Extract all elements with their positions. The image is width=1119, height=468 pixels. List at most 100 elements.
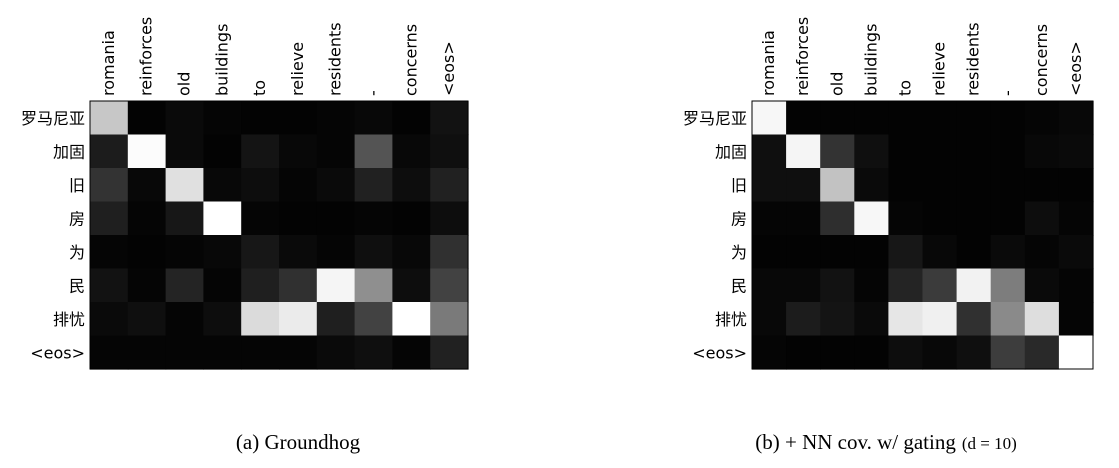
heatmap-cell-1-6 [316,134,356,169]
heatmap-cell-7-1 [786,335,821,370]
y-tick-label: 旧 [731,176,747,195]
heatmap-cell-2-4 [241,168,280,203]
heatmap-cell-5-1 [127,268,167,303]
heatmap-cell-0-0 [90,101,129,136]
x-tick-label: to [895,80,914,96]
heatmap-cell-4-2 [165,235,204,270]
heatmap-cell-5-5 [922,268,958,303]
heatmap-cell-5-7 [990,268,1026,303]
heatmap-cell-3-6 [316,201,356,236]
heatmap-cell-3-5 [922,201,958,236]
heatmap-cell-5-9 [430,268,469,303]
heatmap-cell-0-2 [165,101,204,136]
heatmap-cell-4-9 [1058,235,1094,270]
heatmap-cell-3-1 [127,201,167,236]
heatmap-cell-1-3 [203,134,242,169]
x-tick-label: residents [326,22,345,96]
heatmap-cell-0-4 [888,101,924,136]
heatmap-cell-4-5 [279,235,318,270]
y-tick-label: 排忧 [715,310,747,329]
x-tick-label: old [175,72,194,96]
heatmap-cell-5-1 [786,268,821,303]
heatmap-cell-7-3 [203,335,242,370]
y-tick-label: 罗马尼亚 [683,109,747,128]
heatmap-cell-2-7 [990,168,1026,203]
y-tick-label: 旧 [69,176,85,195]
heatmap-cell-6-7 [990,302,1026,337]
heatmap-cell-1-1 [786,134,821,169]
heatmap-cell-6-4 [241,302,280,337]
heatmap-cell-1-2 [820,134,855,169]
heatmap-cell-4-4 [241,235,280,270]
x-tick-label: old [827,72,846,96]
heatmap-cell-1-4 [888,134,924,169]
heatmap-cell-6-1 [786,302,821,337]
heatmap-panel-b: romania reinforces old buildings to relieve re… [683,17,1094,370]
heatmap-cell-7-6 [316,335,356,370]
heatmap-cell-3-2 [820,201,855,236]
heatmap-cell-1-3 [854,134,889,169]
heatmap-cell-2-3 [203,168,242,203]
heatmap-cell-4-7 [990,235,1026,270]
heatmap-cell-1-6 [956,134,992,169]
heatmap-cell-2-5 [279,168,318,203]
heatmap-cell-3-3 [854,201,889,236]
heatmap-cell-2-9 [430,168,469,203]
heatmap-cell-6-4 [888,302,924,337]
heatmap-cell-0-5 [922,101,958,136]
x-tick-label: - [364,90,383,96]
heatmap-cell-2-1 [786,168,821,203]
heatmap-cell-3-8 [1024,201,1060,236]
heatmap-cell-5-7 [354,268,393,303]
heatmap-cell-3-5 [279,201,318,236]
heatmap-cell-1-9 [430,134,469,169]
heatmap-cell-2-2 [165,168,204,203]
x-tick-label: buildings [861,24,880,96]
heatmap-cell-7-9 [1058,335,1094,370]
heatmap-cell-6-6 [316,302,356,337]
heatmap-cell-0-9 [430,101,469,136]
caption-a: (a) Groundhog [236,430,361,454]
heatmap-cell-6-6 [956,302,992,337]
heatmap-cell-7-2 [820,335,855,370]
heatmap-cell-0-9 [1058,101,1094,136]
heatmap-cell-2-8 [1024,168,1060,203]
x-tick-label: reinforces [793,17,812,96]
y-tick-label: 为 [69,243,85,262]
heatmap-cell-7-8 [392,335,431,370]
y-tick-label: 罗马尼亚 [21,109,85,128]
x-tick-label: <eos> [1066,41,1085,96]
heatmap-cell-6-7 [354,302,393,337]
heatmap-cell-4-8 [1024,235,1060,270]
heatmap-cell-2-8 [392,168,431,203]
heatmap-cell-1-1 [127,134,167,169]
heatmap-cell-5-6 [316,268,356,303]
heatmap-cell-7-2 [165,335,204,370]
heatmap-cell-2-1 [127,168,167,203]
heatmap-cell-1-0 [752,134,787,169]
heatmap-cell-2-9 [1058,168,1094,203]
heatmap-cell-0-4 [241,101,280,136]
heatmap-cell-0-7 [354,101,393,136]
heatmap-cell-7-7 [354,335,393,370]
heatmap-cell-6-9 [1058,302,1094,337]
y-tick-label: 房 [69,209,85,228]
heatmap-cell-4-0 [752,235,787,270]
heatmap-cell-5-9 [1058,268,1094,303]
y-tick-label: 民 [731,276,747,295]
heatmap-cell-4-3 [854,235,889,270]
heatmap-cell-5-8 [1024,268,1060,303]
heatmap-cell-1-8 [1024,134,1060,169]
heatmap-cell-3-4 [888,201,924,236]
heatmap-cell-6-5 [279,302,318,337]
heatmap-cell-5-6 [956,268,992,303]
x-tick-label: concerns [1032,24,1051,96]
heatmap-cell-3-6 [956,201,992,236]
x-tick-label: buildings [212,24,231,96]
heatmap-cell-5-3 [203,268,242,303]
heatmap-cell-3-8 [392,201,431,236]
heatmap-cell-6-3 [203,302,242,337]
heatmap-cell-0-0 [752,101,787,136]
heatmap-cell-7-1 [127,335,167,370]
x-tick-label: relieve [288,42,307,96]
